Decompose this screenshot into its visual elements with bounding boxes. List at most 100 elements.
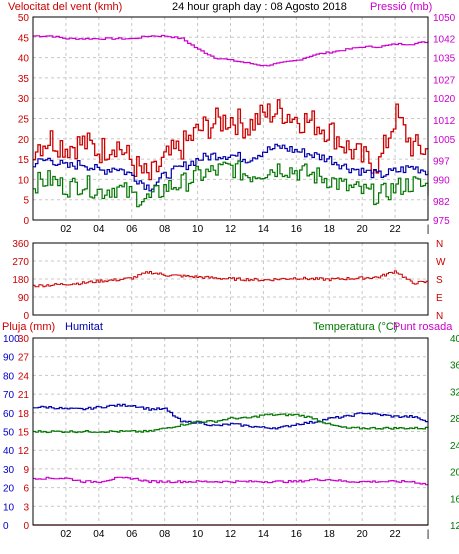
wind-tick-label: 5 (23, 196, 29, 207)
x-tick-label: 16 (291, 529, 303, 540)
x-tick-label: | (427, 224, 430, 235)
x-tick-label: 10 (192, 529, 204, 540)
rain-tick-label: 3 (23, 502, 29, 513)
humidity-tick-label: 0 (3, 521, 9, 532)
wind-direction-line (33, 270, 429, 288)
x-tick-label: 04 (93, 224, 105, 235)
temperature-tick-label: 32 (450, 387, 459, 398)
wind-direction-frame (32, 242, 429, 316)
wind-tick-label: 40 (18, 54, 30, 65)
chart-title: 24 hour graph day : 08 Agosto 2018 (172, 1, 347, 13)
pressure-tick-label: 997 (433, 156, 450, 167)
pressure-tick-label: 1020 (433, 94, 456, 105)
wind-pressure-series-line (33, 34, 429, 67)
humidity-tick-label: 40 (3, 446, 15, 457)
wind-tick-label: 25 (18, 115, 30, 126)
rain-tick-label: 27 (18, 353, 30, 364)
wind-tick-label: 35 (18, 74, 30, 85)
climate-series-line (33, 413, 429, 434)
x-tick-label: 18 (324, 529, 336, 540)
x-tick-label: 06 (126, 224, 138, 235)
pressure-tick-label: 1050 (433, 13, 456, 24)
rain-tick-label: 12 (18, 446, 30, 457)
x-tick-label: | (427, 529, 430, 540)
wind-tick-label: 0 (23, 216, 29, 227)
direction-tick-label: 0 (23, 311, 29, 322)
x-tick-label: 02 (60, 224, 72, 235)
direction-tick-label: 90 (18, 293, 30, 304)
rain-tick-label: 9 (23, 465, 29, 476)
temperature-tick-label: 20 (450, 468, 459, 479)
wind-tick-label: 20 (18, 135, 30, 146)
rain-tick-label: 30 (18, 334, 30, 345)
x-tick-label: 06 (126, 529, 138, 540)
wind-axis-label: Velocitat del vent (kmh) (8, 1, 122, 13)
rain-tick-label: 24 (18, 371, 30, 382)
x-tick-label: 14 (258, 224, 270, 235)
compass-tick-label: W (436, 257, 446, 268)
wind-pressure-series-line (33, 160, 429, 208)
temperature-tick-label: 16 (450, 494, 459, 505)
x-tick-label: 22 (390, 224, 402, 235)
climate-frame (32, 337, 429, 526)
legend-humitat: Humitat (65, 321, 103, 333)
x-tick-label: 12 (225, 529, 237, 540)
pressure-tick-label: 975 (433, 216, 450, 227)
compass-tick-label: N (436, 311, 443, 322)
pressure-tick-label: 990 (433, 175, 450, 186)
humidity-tick-label: 60 (3, 409, 15, 420)
compass-tick-label: N (436, 239, 443, 250)
x-tick-label: 16 (291, 224, 303, 235)
wind-tick-label: 15 (18, 155, 30, 166)
wind-pressure-series-line (33, 99, 429, 181)
humidity-tick-label: 80 (3, 371, 15, 382)
x-tick-label: 08 (159, 224, 171, 235)
pressure-axis-label: Pressió (mb) (370, 1, 432, 13)
x-tick-label: 02 (60, 529, 72, 540)
x-tick-label: 12 (225, 224, 237, 235)
direction-tick-label: 180 (12, 275, 29, 286)
legend-pluja: Pluja (mm) (2, 321, 55, 333)
humidity-tick-label: 10 (3, 502, 15, 513)
wind-tick-label: 10 (18, 175, 30, 186)
x-tick-label: 20 (357, 529, 369, 540)
humidity-tick-label: 50 (3, 428, 15, 439)
x-tick-label: 18 (324, 224, 336, 235)
rain-tick-label: 6 (23, 484, 29, 495)
temperature-tick-label: 28 (450, 414, 459, 425)
rain-tick-label: 21 (18, 390, 30, 401)
humidity-tick-label: 70 (3, 390, 15, 401)
x-tick-label: 04 (93, 529, 105, 540)
humidity-tick-label: 90 (3, 353, 15, 364)
humidity-tick-label: 100 (3, 334, 20, 345)
humidity-tick-label: 20 (3, 484, 15, 495)
rain-tick-label: 15 (18, 428, 30, 439)
x-tick-label: 08 (159, 529, 171, 540)
humidity-tick-label: 30 (3, 465, 15, 476)
compass-tick-label: E (436, 293, 443, 304)
pressure-tick-label: 1027 (433, 75, 456, 86)
rain-tick-label: 18 (18, 409, 30, 420)
temperature-tick-label: 36 (450, 361, 459, 372)
pressure-tick-label: 1005 (433, 135, 456, 146)
x-tick-label: 20 (357, 224, 369, 235)
wind-pressure-frame (32, 16, 429, 221)
x-tick-label: 14 (258, 529, 270, 540)
climate-series-line (33, 403, 429, 430)
compass-tick-label: S (436, 275, 443, 286)
rain-tick-label: 0 (23, 521, 29, 532)
pressure-tick-label: 982 (433, 197, 450, 208)
x-tick-label: 22 (390, 529, 402, 540)
climate-series-line (33, 476, 429, 486)
pressure-tick-label: 1035 (433, 54, 456, 65)
temperature-tick-label: 24 (450, 441, 459, 452)
pressure-tick-label: 1042 (433, 35, 456, 46)
pressure-tick-label: 1012 (433, 116, 456, 127)
x-tick-label: 10 (192, 224, 204, 235)
wind-tick-label: 50 (18, 13, 30, 24)
direction-tick-label: 270 (12, 257, 29, 268)
legend-temperatura: Temperatura (°C) (313, 321, 397, 333)
direction-tick-label: 360 (12, 239, 29, 250)
legend-punt-rosada: Punt rosada (393, 321, 453, 333)
